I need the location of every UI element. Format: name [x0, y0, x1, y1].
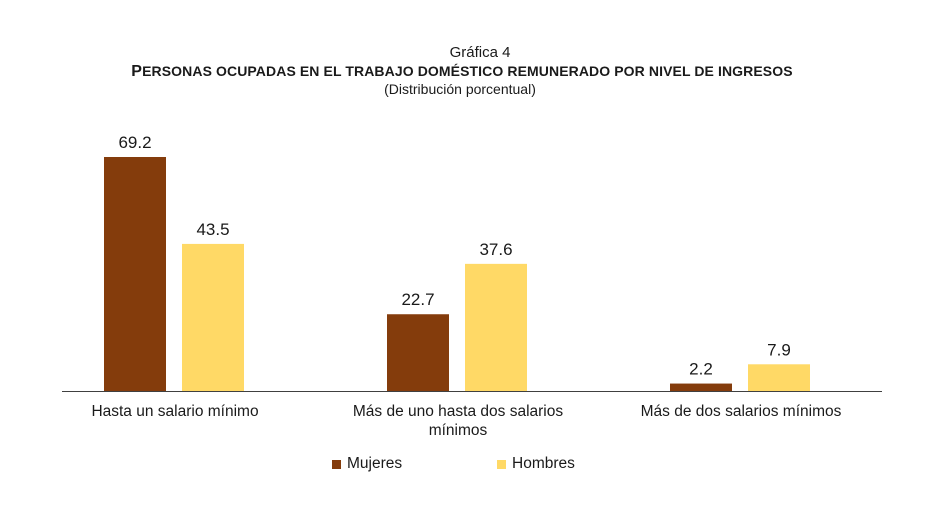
legend-item-hombres: Hombres	[497, 454, 575, 474]
legend: Mujeres Hombres	[0, 454, 928, 474]
bar-hombres-2	[465, 263, 527, 391]
value-label-mujeres-3: 2.2	[689, 360, 713, 379]
chart-subtitle: (Distribución porcentual)	[384, 81, 536, 97]
legend-item-mujeres: Mujeres	[332, 454, 402, 474]
chart-header: Gráfica 4 PERSONAS OCUPADAS EN EL TRABAJ…	[0, 44, 928, 98]
category-label-3: Más de dos salarios mínimos	[640, 403, 842, 420]
category-label-1: Hasta un salario mínimo	[91, 403, 259, 420]
bar-mujeres-2	[387, 314, 449, 391]
legend-swatch-mujeres	[332, 459, 341, 469]
value-label-mujeres-1: 69.2	[118, 133, 151, 152]
bar-mujeres-1	[104, 157, 166, 391]
value-label-hombres-1: 43.5	[196, 220, 229, 239]
chart-title-initial: P	[131, 63, 143, 80]
legend-label-mujeres: Mujeres	[347, 455, 403, 472]
chart-title: PERSONAS OCUPADAS EN EL TRABAJO DOMÉSTIC…	[0, 62, 928, 81]
bars-group	[104, 157, 810, 391]
bar-hombres-3	[748, 364, 810, 391]
legend-swatch-hombres	[497, 459, 506, 469]
category-label-2: Más de uno hasta dos salarios mínimos	[352, 403, 564, 439]
chart-label: Gráfica 4	[449, 44, 511, 61]
value-label-mujeres-2: 22.7	[401, 290, 434, 309]
legend-label-hombres: Hombres	[512, 455, 575, 472]
value-label-hombres-2: 37.6	[479, 240, 512, 259]
chart-title-rest: ERSONAS OCUPADAS EN EL TRABAJO DOMÉSTICO…	[142, 63, 793, 79]
bar-mujeres-3	[670, 383, 732, 391]
value-labels-group: 69.2 43.5 22.7 37.6 2.2 7.9	[118, 133, 790, 379]
value-label-hombres-3: 7.9	[767, 340, 791, 359]
bar-hombres-1	[182, 243, 244, 391]
